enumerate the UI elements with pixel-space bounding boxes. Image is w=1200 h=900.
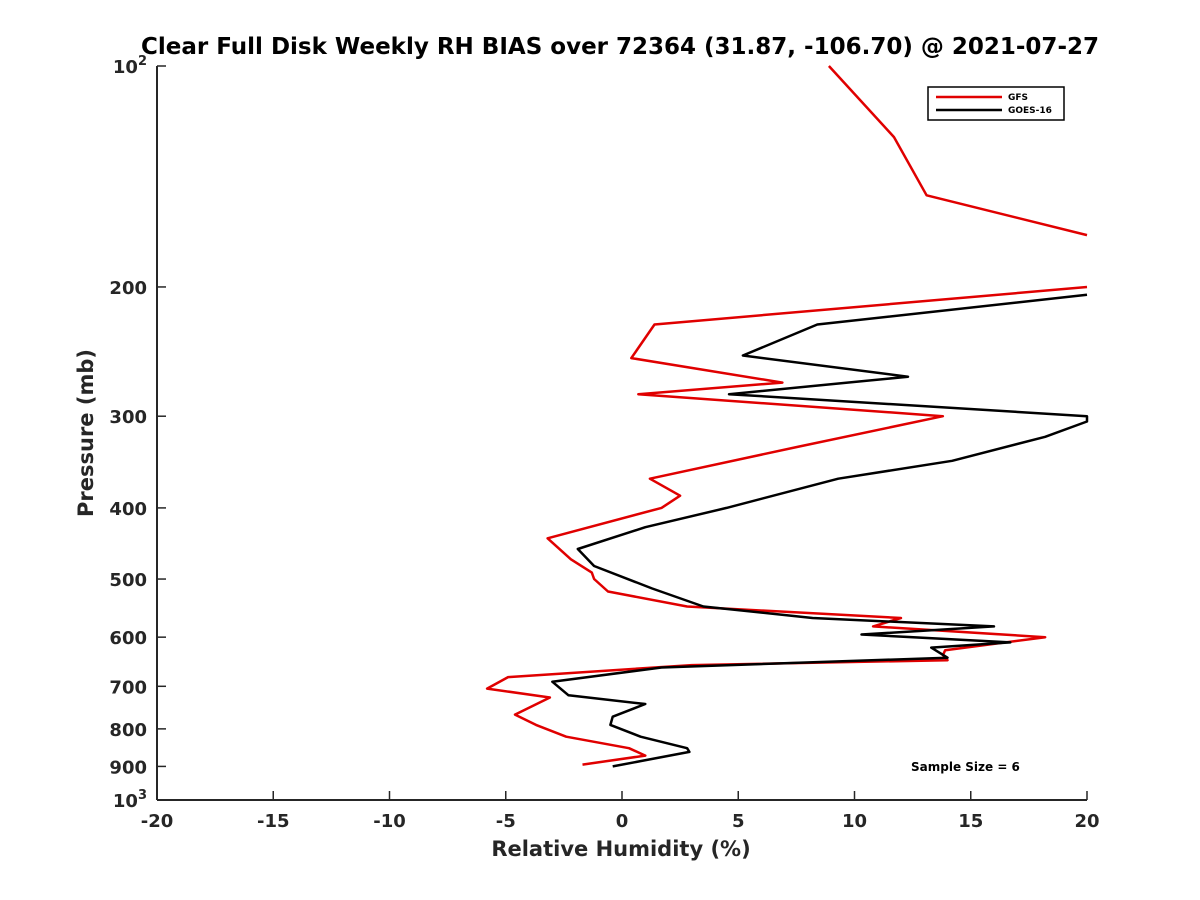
y-tick-label: 200 xyxy=(109,278,147,299)
x-tick-label: -20 xyxy=(141,811,174,832)
y-tick-label-exponent: 3 xyxy=(138,788,147,803)
x-tick-label: -10 xyxy=(373,811,406,832)
y-tick-label: 102 xyxy=(113,54,147,78)
series-layer xyxy=(485,65,1089,768)
y-axis-label: Pressure (mb) xyxy=(74,349,98,517)
series-line-gfs xyxy=(827,65,1088,237)
y-tick-label-base: 200 xyxy=(109,278,147,299)
x-tick-label: -5 xyxy=(496,811,516,832)
y-tick-label-base: 500 xyxy=(109,570,147,591)
y-tick-label: 300 xyxy=(109,407,147,428)
x-tick-label: 20 xyxy=(1074,811,1099,832)
y-tick-label-base: 900 xyxy=(109,757,147,778)
x-axis-label: Relative Humidity (%) xyxy=(491,837,750,861)
legend-label-goes16: GOES-16 xyxy=(1008,106,1052,116)
x-tick-label: 15 xyxy=(958,811,983,832)
y-tick-label: 400 xyxy=(109,499,147,520)
y-tick-label-base: 700 xyxy=(109,677,147,698)
x-ticks: -20 -15 -10 -5 0 5 10 15 20 xyxy=(141,791,1100,832)
x-tick-label: 0 xyxy=(616,811,629,832)
y-tick-label-base: 10 xyxy=(113,57,138,78)
y-tick-label-exponent: 2 xyxy=(138,54,147,69)
sample-size-annotation: Sample Size = 6 xyxy=(911,760,1020,774)
y-tick-label-base: 400 xyxy=(109,499,147,520)
y-tick-label-base: 10 xyxy=(113,791,138,812)
y-tick-label: 500 xyxy=(109,570,147,591)
series-line-gfs xyxy=(485,285,1088,766)
y-tick-label: 103 xyxy=(113,788,147,812)
chart-title: Clear Full Disk Weekly RH BIAS over 7236… xyxy=(141,34,1099,60)
y-tick-label-base: 800 xyxy=(109,720,147,741)
y-tick-label-base: 300 xyxy=(109,407,147,428)
legend-box xyxy=(927,86,1065,121)
y-tick-label-base: 600 xyxy=(109,628,147,649)
y-tick-label: 900 xyxy=(109,757,147,778)
series-line-goes16 xyxy=(551,293,1089,768)
x-tick-label: 5 xyxy=(732,811,745,832)
x-tick-label: 10 xyxy=(842,811,867,832)
y-tick-label: 800 xyxy=(109,720,147,741)
legend-label-gfs: GFS xyxy=(1008,93,1028,103)
y-tick-label: 600 xyxy=(109,628,147,649)
legend: GFS GOES-16 xyxy=(927,86,1065,121)
x-tick-label: -15 xyxy=(257,811,290,832)
y-tick-label: 700 xyxy=(109,677,147,698)
